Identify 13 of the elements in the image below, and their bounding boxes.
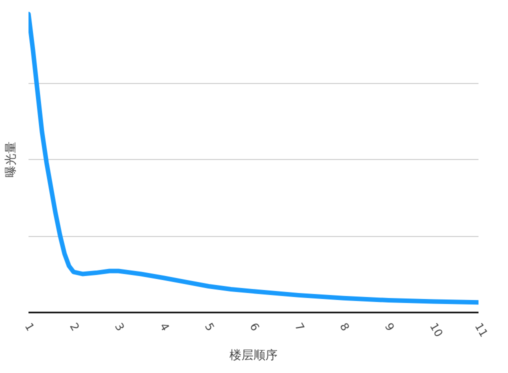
x-tick-label: 6 [247,320,262,334]
y-axis-title: 曝光量 [4,142,18,178]
x-tick-label: 2 [67,320,82,334]
x-tick-label: 8 [337,320,352,334]
x-tick-label: 3 [112,320,127,334]
x-axis-title: 楼层顺序 [230,348,278,362]
x-tick-label: 7 [292,320,307,334]
x-tick-label: 11 [472,320,490,340]
x-tick-label: 9 [382,320,397,334]
x-tick-label: 4 [157,320,172,334]
x-tick-label: 5 [202,320,217,334]
x-tick-label: 1 [22,320,37,334]
x-tick-label: 10 [427,320,446,340]
